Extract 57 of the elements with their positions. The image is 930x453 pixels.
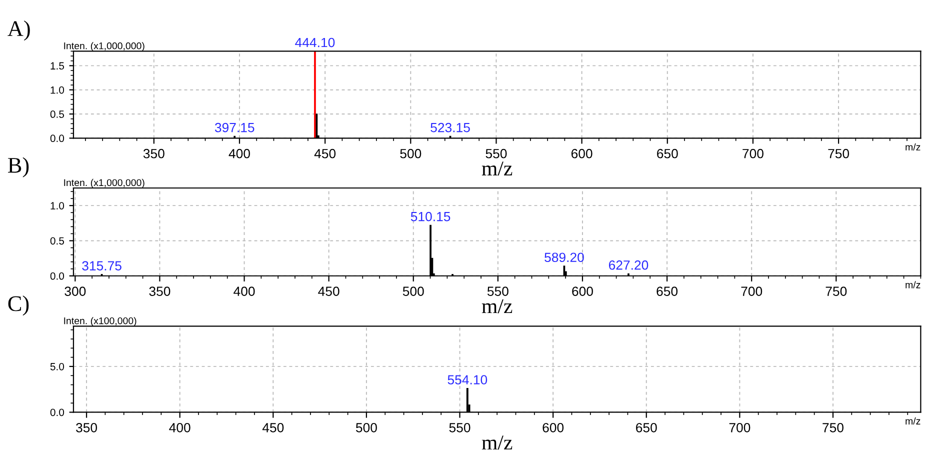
annotation: 523.15: [430, 122, 470, 132]
x-axis-title: m/z: [482, 436, 512, 450]
annotation: 444.10: [295, 38, 335, 48]
y-axis-title: Inten. (x1,000,000): [64, 42, 144, 52]
x-tick-label: 700: [741, 286, 762, 296]
annotation: 627.20: [608, 260, 648, 270]
annotation: 397.15: [214, 122, 254, 132]
text: m/z: [906, 281, 920, 288]
x-tick-label: 350: [76, 422, 98, 432]
annotation: 315.75: [82, 261, 122, 270]
y-tick-label: 5.0: [50, 362, 64, 370]
x-tick-label: 550: [486, 148, 507, 158]
annotation: 554.10: [448, 375, 488, 384]
x-tick-label: 650: [657, 148, 678, 158]
x-tick-label: 450: [318, 286, 340, 296]
y-tick-label: 1.5: [50, 62, 64, 70]
x-tick-label: 750: [828, 148, 850, 158]
x-tick-label: 700: [742, 148, 764, 158]
x-tick-label: 750: [826, 286, 847, 296]
x-tick-label: 600: [572, 286, 593, 296]
y-tick-label: 1.0: [50, 202, 64, 210]
x-axis-title: m/z: [482, 299, 512, 314]
chart-title: B): [8, 157, 29, 178]
y-tick-label: 0.0: [50, 272, 64, 280]
x-tick-label: 550: [449, 422, 470, 432]
x-tick-label: 400: [228, 148, 250, 158]
y-tick-label: 0.0: [50, 408, 64, 416]
x-tick-label: 750: [822, 422, 844, 432]
x-tick-label: 400: [169, 422, 190, 432]
chart-title: C): [8, 296, 29, 316]
x-tick-label: 650: [636, 422, 657, 432]
x-tick-label: 450: [262, 422, 284, 432]
x-axis-title: m/z: [482, 162, 512, 176]
x-tick-label: 500: [356, 422, 377, 432]
x-tick-label: 300: [64, 286, 86, 296]
x-tick-label: 550: [487, 286, 508, 296]
x-tick-label: 450: [314, 148, 336, 158]
x-tick-label: 600: [542, 422, 564, 432]
x-tick-label: 600: [571, 148, 592, 158]
annotation: 589.20: [544, 252, 584, 262]
x-tick-label: 650: [656, 286, 678, 296]
y-axis-title: Inten. (x100,000): [64, 317, 136, 326]
x-tick-label: 400: [234, 286, 255, 296]
x-tick-label: 700: [729, 422, 750, 432]
annotation: 510.15: [410, 212, 450, 222]
x-tick-label: 500: [402, 286, 424, 296]
y-tick-label: 1.0: [50, 86, 64, 94]
chart-title: A): [8, 20, 30, 41]
y-tick-label: 0.5: [50, 110, 64, 118]
x-tick-label: 350: [149, 286, 170, 296]
x-tick-label: 350: [143, 148, 164, 158]
text: m/z: [906, 143, 920, 151]
y-axis-title: Inten. (x1,000,000): [64, 178, 144, 188]
text: m/z: [906, 417, 920, 425]
x-tick-label: 500: [400, 148, 422, 158]
y-tick-label: 0.0: [50, 134, 64, 142]
y-tick-label: 0.5: [50, 237, 64, 245]
